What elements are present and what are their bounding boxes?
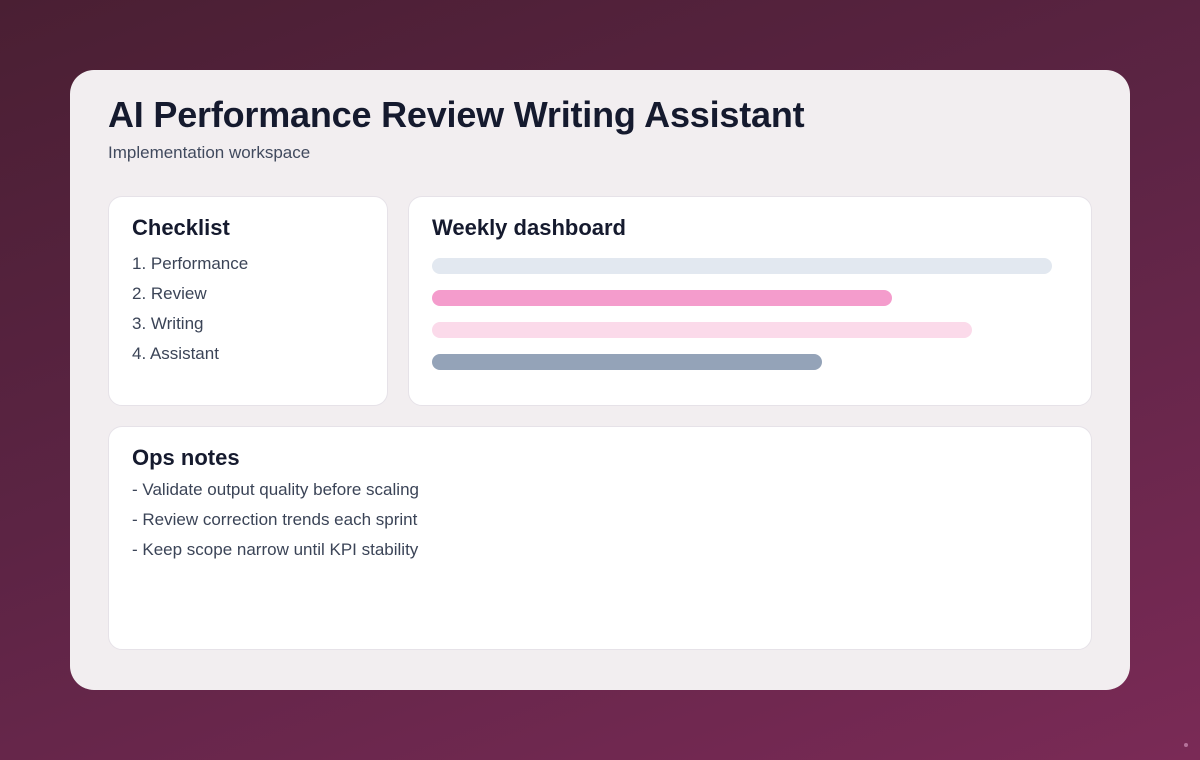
dashboard-bar-4 [432,354,822,370]
weekly-dashboard-card: Weekly dashboard [408,196,1092,406]
ops-notes-card: Ops notes - Validate output quality befo… [108,426,1092,650]
ops-note-item: - Validate output quality before scaling [132,480,419,499]
page-title: AI Performance Review Writing Assistant [108,94,805,135]
corner-dot [1184,743,1188,747]
ops-notes-list: - Validate output quality before scaling… [132,479,419,569]
ops-note-item: - Review correction trends each sprint [132,510,418,529]
ops-notes-title: Ops notes [132,445,240,470]
dashboard-bar-3 [432,322,972,338]
checklist-list: 1. Performance 2. Review 3. Writing 4. A… [132,253,248,373]
dashboard-bar-1 [432,258,1052,274]
dashboard-bar-2 [432,290,892,306]
dashboard-title: Weekly dashboard [432,215,626,240]
checklist-item: 3. Writing [132,314,204,333]
workspace-panel: AI Performance Review Writing Assistant … [70,70,1130,690]
checklist-item: 4. Assistant [132,344,219,363]
checklist-item: 2. Review [132,284,207,303]
ops-note-item: - Keep scope narrow until KPI stability [132,540,419,559]
checklist-item: 1. Performance [132,254,249,273]
checklist-card: Checklist 1. Performance 2. Review 3. Wr… [108,196,388,406]
checklist-title: Checklist [132,215,230,240]
page-subtitle: Implementation workspace [108,143,311,162]
